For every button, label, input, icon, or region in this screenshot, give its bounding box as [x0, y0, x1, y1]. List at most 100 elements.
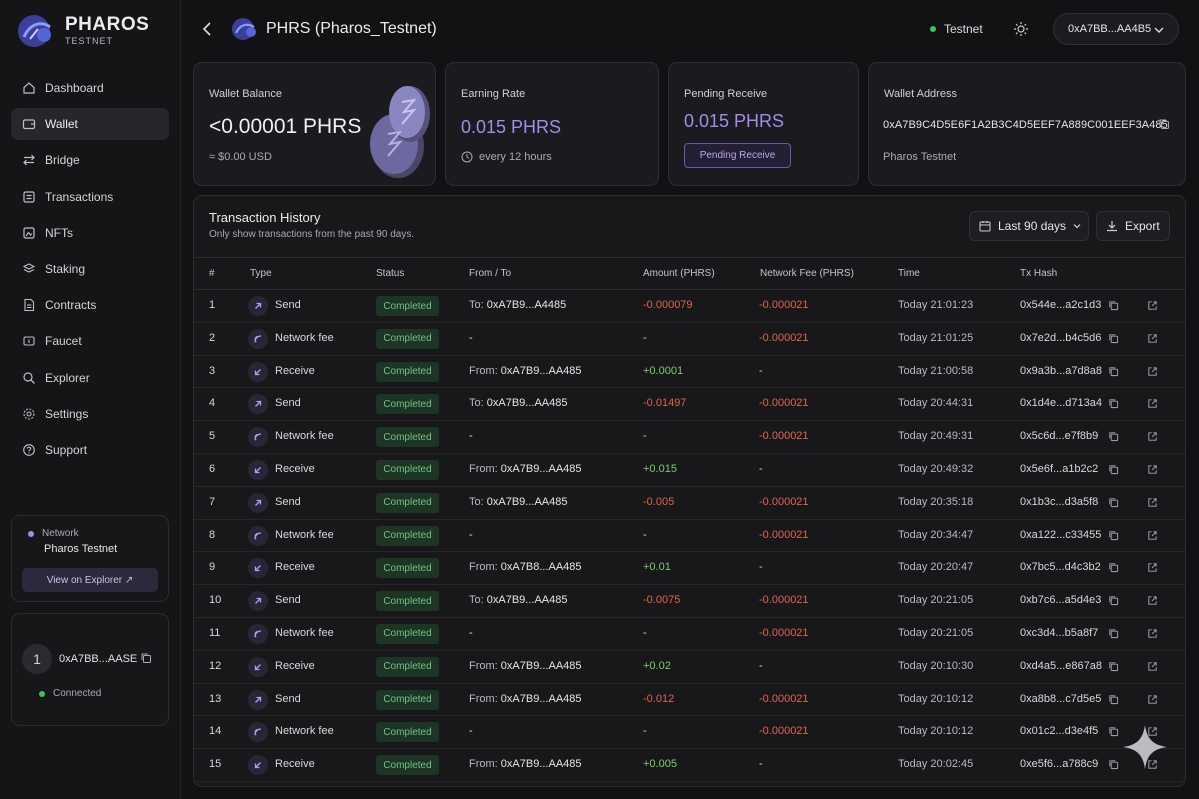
external-link-icon[interactable]: [1147, 562, 1158, 573]
external-link-icon[interactable]: [1147, 661, 1158, 672]
sidebar-item-contracts[interactable]: Contracts: [11, 289, 169, 321]
sidebar-item-explorer[interactable]: Explorer: [11, 362, 169, 394]
external-link-icon[interactable]: [1147, 333, 1158, 344]
brand[interactable]: PHAROS TESTNET: [16, 13, 149, 49]
external-link-icon[interactable]: [1147, 759, 1158, 770]
copy-icon[interactable]: [1108, 366, 1119, 377]
counterparty-address[interactable]: 0xA7B9...AA485: [500, 462, 582, 475]
external-link-icon[interactable]: [1147, 464, 1158, 475]
export-button[interactable]: Export: [1096, 211, 1170, 241]
counterparty-address[interactable]: 0xA7B9...AA485: [500, 692, 582, 705]
copy-icon[interactable]: [1158, 118, 1170, 130]
tx-hash[interactable]: 0x5e6f...a1b2c2: [1020, 462, 1099, 475]
tx-hash[interactable]: 0xc3d4...b5a8f7: [1020, 626, 1099, 639]
external-link-icon[interactable]: [1147, 628, 1158, 639]
copy-icon[interactable]: [1108, 595, 1119, 606]
copy-icon[interactable]: [1108, 562, 1119, 573]
external-link-icon[interactable]: [1147, 431, 1158, 442]
external-link-icon[interactable]: [1147, 497, 1158, 508]
back-arrow-icon[interactable]: [200, 20, 214, 38]
table-row[interactable]: 13 Send Completed From: 0xA7B9...AA485 -0.01…: [194, 684, 1185, 717]
tx-hash[interactable]: 0xd4a5...e867a8: [1020, 659, 1102, 672]
sidebar-item-support[interactable]: Support: [11, 434, 169, 466]
external-link-icon[interactable]: [1147, 398, 1158, 409]
table-row[interactable]: 6 Receive Completed From: 0xA7B9...AA485 +0.…: [194, 454, 1185, 487]
copy-icon[interactable]: [1108, 694, 1119, 705]
table-row[interactable]: 11 Network fee Completed - - -0.000021 Today 2…: [194, 618, 1185, 651]
table-row[interactable]: 14 Network fee Completed - - -0.000021 Today 2…: [194, 716, 1185, 750]
network-indicator[interactable]: Testnet: [930, 22, 983, 36]
table-row[interactable]: 5 Network fee Completed - - -0.000021 Today 20…: [194, 421, 1185, 454]
copy-icon[interactable]: [1108, 530, 1119, 541]
tx-hash[interactable]: 0x1b3c...d3a5f8: [1020, 495, 1099, 508]
sidebar-item-settings[interactable]: Settings: [11, 398, 169, 430]
table-row[interactable]: 3 Receive Completed From: 0xA7B9...AA485 +0.…: [194, 356, 1185, 389]
table-row[interactable]: 7 Send Completed To: 0xA7B9...AA485 -0.005 -0…: [194, 487, 1185, 520]
tx-hash[interactable]: 0xb7c6...a5d4e3: [1020, 594, 1102, 607]
copy-icon[interactable]: [1108, 628, 1119, 639]
tx-hash[interactable]: 0x1d4e...d713a4: [1020, 397, 1102, 410]
tx-hash[interactable]: 0xa8b8...c7d5e5: [1020, 692, 1102, 705]
table-row[interactable]: 2 Network fee Completed - - -0.000021 Today 21…: [194, 323, 1185, 356]
copy-icon[interactable]: [1108, 661, 1119, 672]
sidebar-item-staking[interactable]: Staking: [11, 253, 169, 285]
counterparty-address[interactable]: 0xA7B9...AA485: [486, 594, 568, 607]
table-row[interactable]: 12 Receive Completed From: 0xA7B9...AA485 +0…: [194, 651, 1185, 684]
sidebar-item-dashboard[interactable]: Dashboard: [11, 72, 169, 104]
counterparty-address[interactable]: 0xA7B9...A4485: [486, 299, 567, 311]
tx-hash[interactable]: 0x544e...a2c1d3: [1020, 299, 1102, 311]
tx-hash[interactable]: 0xa122...c33455: [1020, 528, 1102, 541]
copy-icon[interactable]: [1108, 464, 1119, 475]
table-row[interactable]: 4 Send Completed To: 0xA7B9...AA485 -0.01497…: [194, 388, 1185, 422]
avatar[interactable]: 1: [22, 644, 52, 674]
counterparty-address[interactable]: 0xA7B9...AA485: [486, 397, 568, 410]
copy-icon[interactable]: [1108, 431, 1119, 442]
counterparty-address[interactable]: 0xA7B9...AA485: [486, 495, 568, 508]
copy-icon[interactable]: [1108, 398, 1119, 409]
date-range-select[interactable]: Last 90 days: [969, 211, 1089, 241]
wallet-dropdown-button[interactable]: 0xA7BB...AA4B5: [1053, 13, 1179, 45]
copy-icon[interactable]: [140, 652, 152, 664]
external-link-icon[interactable]: [1147, 595, 1158, 606]
sidebar-item-wallet[interactable]: Wallet: [11, 108, 169, 141]
sidebar-item-nfts[interactable]: NFTs: [11, 217, 169, 249]
counterparty-address[interactable]: 0xA7B9...AA485: [500, 364, 582, 377]
external-link-icon[interactable]: [1147, 300, 1158, 311]
table-row[interactable]: 15 Receive Completed From: 0xA7B9...AA485 +0…: [194, 749, 1185, 782]
counterparty-address[interactable]: 0xA7B8...AA485: [500, 561, 582, 574]
account-card: 1 0xA7BB...AASE Connected: [11, 613, 169, 726]
tx-network-fee: -0.000021: [759, 495, 809, 508]
bridge-icon: [22, 153, 36, 167]
external-link-icon[interactable]: [1147, 366, 1158, 377]
tx-hash[interactable]: 0xe5f6...a788c9: [1020, 758, 1099, 771]
copy-icon[interactable]: [1108, 333, 1119, 344]
table-row[interactable]: 10 Send Completed To: 0xA7B9...AA485 -0.0075…: [194, 585, 1185, 618]
external-link-icon[interactable]: [1147, 726, 1158, 737]
table-row[interactable]: 1 Send Completed To: 0xA7B9...A4485 -0.00007…: [194, 290, 1185, 323]
table-row[interactable]: 8 Network fee Completed - - -0.000021 Today 20…: [194, 520, 1185, 553]
tx-hash[interactable]: 0x9a3b...a7d8a8: [1020, 364, 1102, 377]
tx-hash[interactable]: 0x01c2...d3e4f5: [1020, 725, 1099, 738]
wallet-icon: [22, 117, 36, 131]
sidebar-item-transactions[interactable]: Transactions: [11, 181, 169, 213]
counterparty-address[interactable]: 0xA7B9...AA485: [500, 659, 582, 672]
copy-icon[interactable]: [1108, 300, 1119, 311]
tx-hash[interactable]: 0x7e2d...b4c5d6: [1020, 331, 1102, 344]
sidebar-item-faucet[interactable]: Faucet: [11, 325, 169, 357]
tx-amount: +0.005: [643, 758, 677, 771]
external-link-icon[interactable]: [1147, 694, 1158, 705]
tx-hash[interactable]: 0x5c6d...e7f8b9: [1020, 430, 1099, 443]
view-on-explorer-button[interactable]: View on Explorer ↗: [22, 568, 158, 592]
tx-amount: -0.000079: [643, 299, 693, 311]
status-badge: Completed: [376, 656, 439, 677]
sidebar-item-bridge[interactable]: Bridge: [11, 144, 169, 176]
copy-icon[interactable]: [1108, 759, 1119, 770]
sun-icon[interactable]: [1013, 21, 1029, 37]
external-link-icon[interactable]: [1147, 530, 1158, 541]
copy-icon[interactable]: [1108, 726, 1119, 737]
tx-hash[interactable]: 0x7bc5...d4c3b2: [1020, 561, 1101, 574]
table-row[interactable]: 9 Receive Completed From: 0xA7B8...AA485 +0.…: [194, 552, 1185, 586]
pending-receive-button[interactable]: Pending Receive: [684, 143, 791, 168]
copy-icon[interactable]: [1108, 497, 1119, 508]
counterparty-address[interactable]: 0xA7B9...AA485: [500, 758, 582, 771]
